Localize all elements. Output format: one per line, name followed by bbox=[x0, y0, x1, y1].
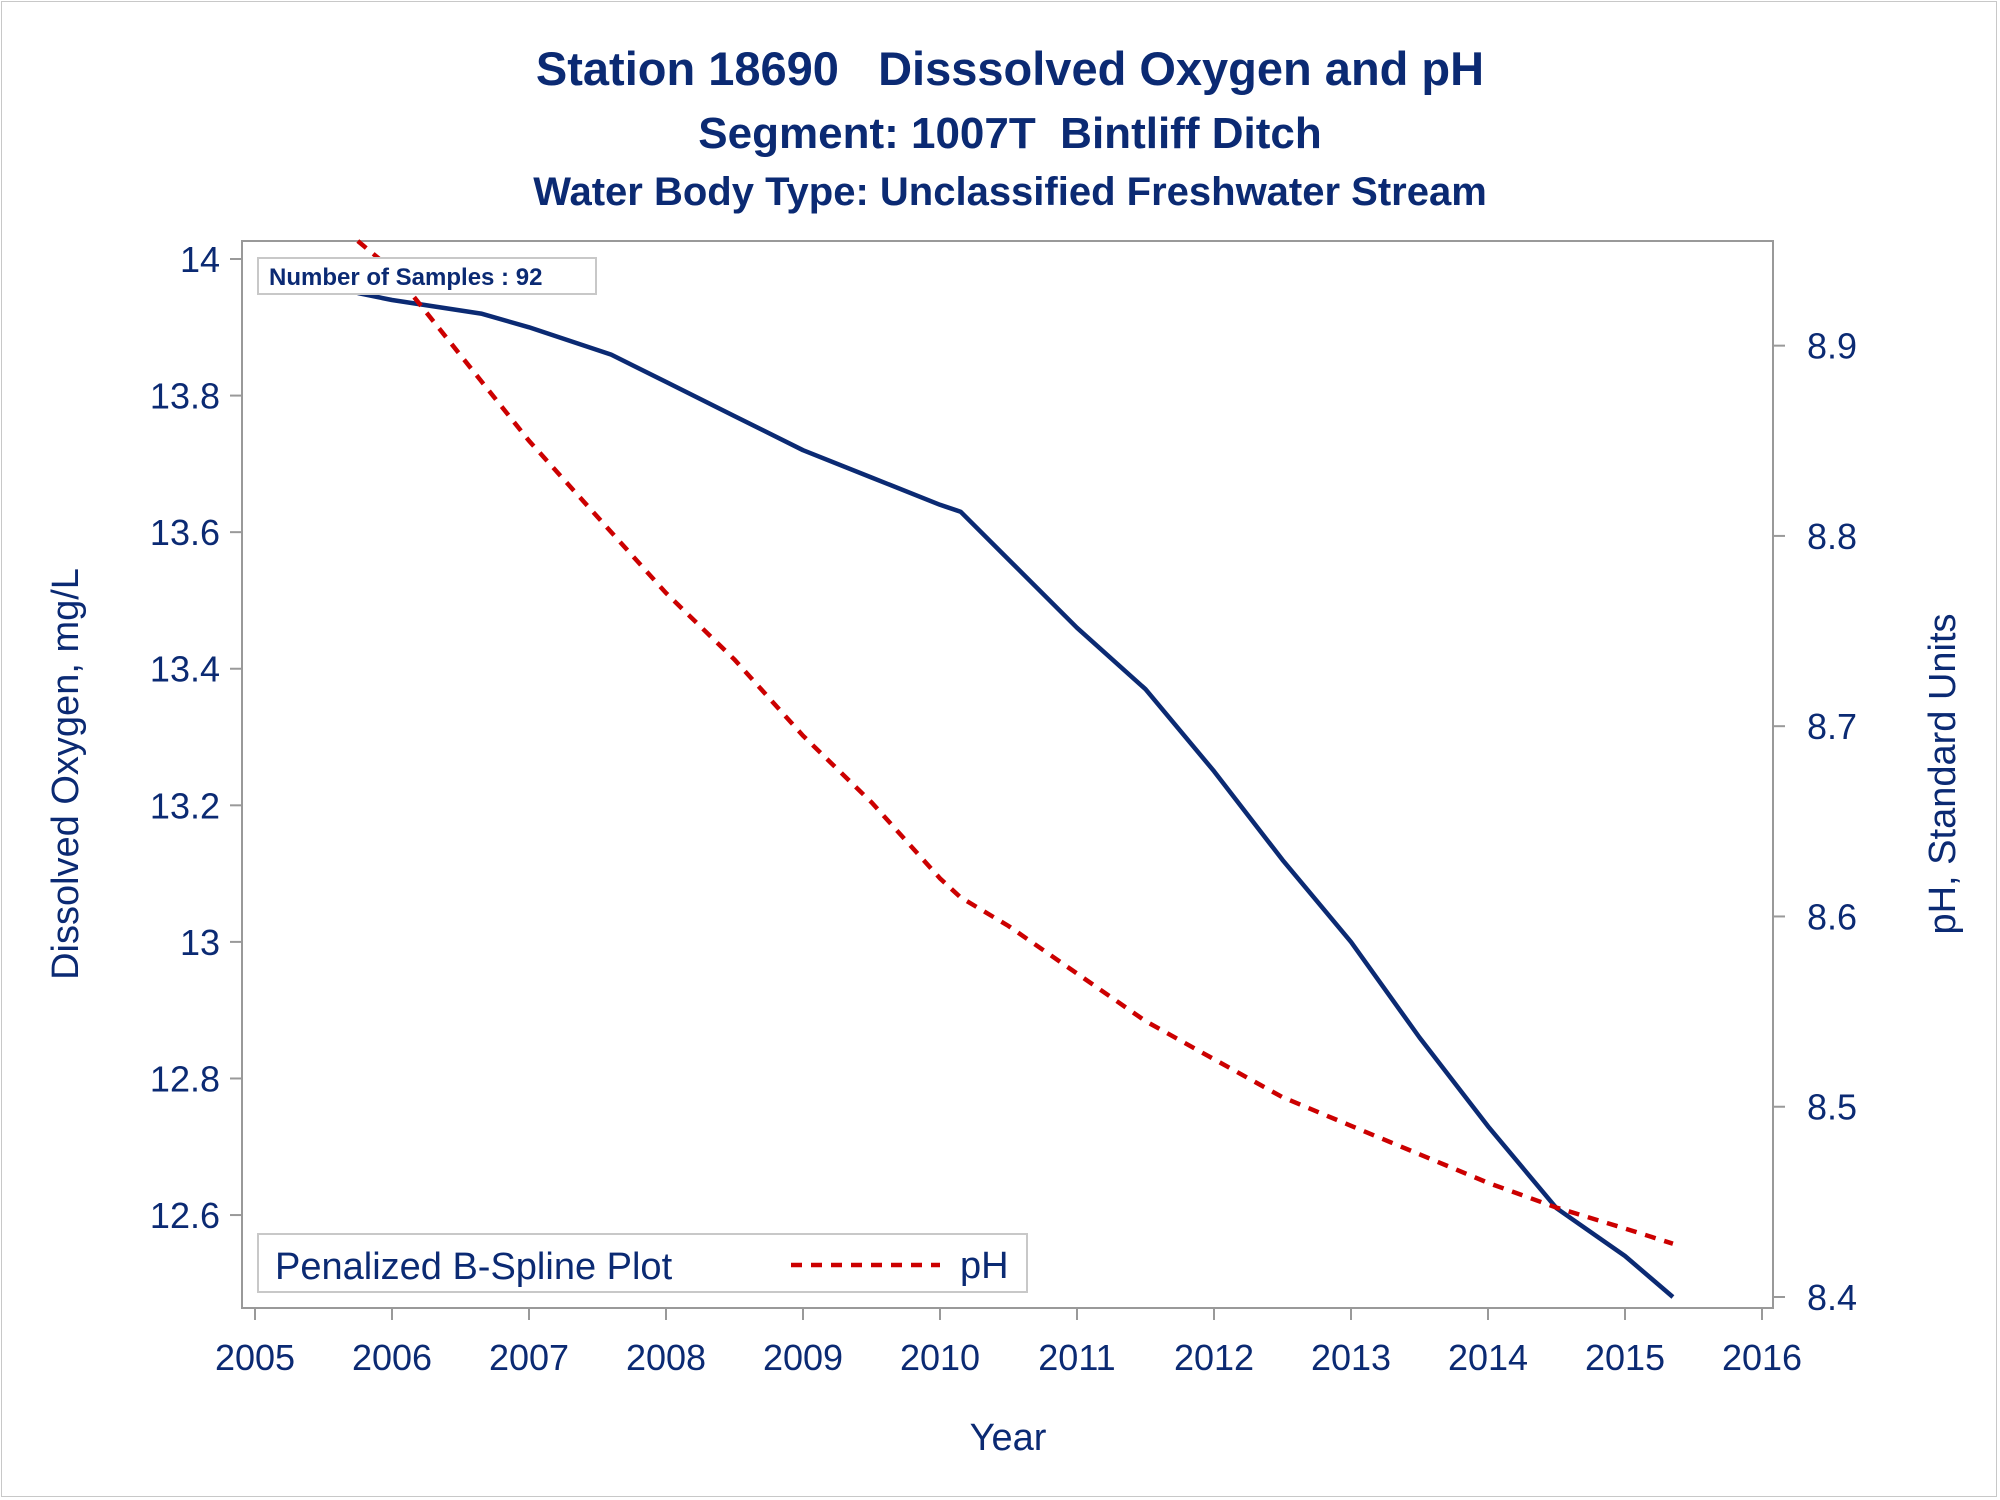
x-tick-label: 2009 bbox=[763, 1337, 843, 1378]
y2-tick-label: 8.9 bbox=[1807, 326, 1857, 367]
ph-line bbox=[356, 239, 1674, 1246]
x-tick-label: 2007 bbox=[489, 1337, 569, 1378]
x-tick-label: 2013 bbox=[1311, 1337, 1391, 1378]
plot-area bbox=[241, 240, 1774, 1309]
chart-title: Station 18690 Disssolved Oxygen and pH bbox=[536, 42, 1484, 95]
y-tick-label: 12.6 bbox=[150, 1195, 220, 1236]
y-axis-left: 12.6 12.8 13 13.2 13.4 13.6 13.8 14 bbox=[150, 239, 242, 1236]
y-tick-label: 13.2 bbox=[150, 785, 220, 826]
x-tick-label: 2006 bbox=[352, 1337, 432, 1378]
x-tick-label: 2012 bbox=[1174, 1337, 1254, 1378]
legend-ph-label: pH bbox=[960, 1245, 1009, 1287]
chart-subtitle2: Water Body Type: Unclassified Freshwater… bbox=[533, 170, 1487, 214]
x-tick-label: 2010 bbox=[900, 1337, 980, 1378]
y2-tick-label: 8.6 bbox=[1807, 896, 1857, 937]
y-tick-label: 13 bbox=[180, 922, 220, 963]
dissolved-oxygen-line bbox=[357, 290, 1675, 1299]
x-tick-label: 2011 bbox=[1038, 1337, 1115, 1378]
y-tick-label: 12.8 bbox=[150, 1058, 220, 1099]
x-tick-label: 2008 bbox=[626, 1337, 706, 1378]
x-tick-label: 2014 bbox=[1448, 1337, 1528, 1378]
y-axis-label: Dissolved Oxygen, mg/L bbox=[45, 568, 87, 980]
y-tick-label: 13.8 bbox=[150, 376, 220, 417]
y2-tick-label: 8.5 bbox=[1807, 1087, 1857, 1128]
sample-count-text: Number of Samples : 92 bbox=[269, 264, 542, 291]
legend: Penalized B-Spline Plot pH bbox=[257, 1233, 1028, 1293]
x-axis-label: Year bbox=[970, 1417, 1047, 1459]
legend-title: Penalized B-Spline Plot bbox=[275, 1246, 673, 1288]
y-tick-label: 13.6 bbox=[150, 512, 220, 553]
x-tick-label: 2005 bbox=[215, 1337, 295, 1378]
y-axis-right: 8.4 8.5 8.6 8.7 8.8 8.9 bbox=[1773, 326, 1857, 1318]
sample-count-box: Number of Samples : 92 bbox=[257, 257, 597, 295]
x-tick-label: 2015 bbox=[1585, 1337, 1665, 1378]
x-tick-label: 2016 bbox=[1722, 1337, 1802, 1378]
y-tick-label: 14 bbox=[180, 239, 220, 280]
x-axis: 2005 2006 2007 2008 2009 2010 2011 2012 2013 2014… bbox=[215, 1308, 1802, 1378]
y2-tick-label: 8.7 bbox=[1807, 706, 1857, 747]
y-tick-label: 13.4 bbox=[150, 649, 220, 690]
y2-tick-label: 8.4 bbox=[1807, 1277, 1857, 1318]
y2-tick-label: 8.8 bbox=[1807, 516, 1857, 557]
chart-subtitle: Segment: 1007T Bintliff Ditch bbox=[698, 109, 1321, 158]
y2-axis-label: pH, Standard Units bbox=[1922, 613, 1964, 934]
